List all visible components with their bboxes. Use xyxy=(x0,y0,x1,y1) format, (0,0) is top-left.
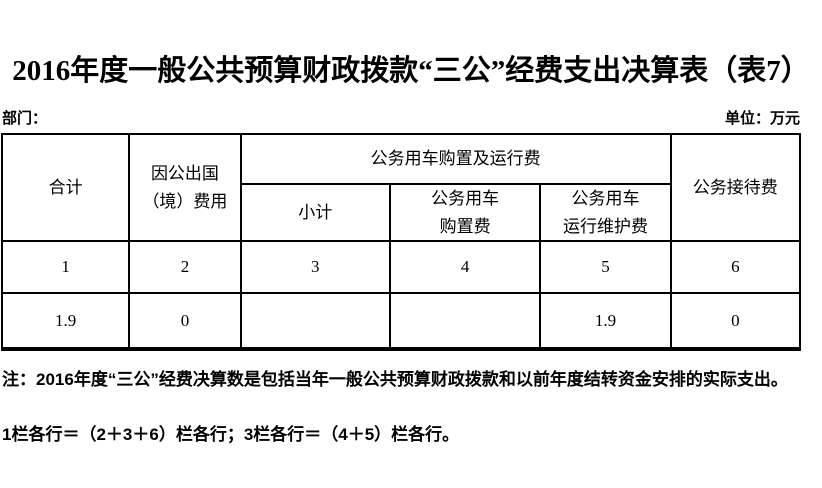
header-cell-vehicle-group: 公务用车购置及运行费 xyxy=(239,133,672,186)
header-cell-reception: 公务接待费 xyxy=(669,133,802,243)
column-number-cell: 1 xyxy=(0,240,131,295)
column-number-cell: 6 xyxy=(669,240,802,295)
page-title: 2016年度一般公共预算财政拨款“三公”经费支出决算表（表7） xyxy=(12,55,810,87)
notes-section: 注：2016年度“三公”经费决算数是包括当年一般公共预算财政拨款和以前年度结转资… xyxy=(2,364,822,447)
header-cell-vehicle-maintenance: 公务用车 运行维护费 xyxy=(539,183,672,243)
value-cell-purchase xyxy=(388,292,542,351)
meta-row: 部门： 单位：万元 xyxy=(2,107,800,128)
column-number-row: 1 2 3 4 5 6 xyxy=(0,240,802,295)
column-number-cell: 3 xyxy=(239,240,391,295)
header-row-top: 合计 因公出国 （境）费用 公务用车购置及运行费 公务接待费 xyxy=(0,133,802,243)
unit-label: 单位：万元 xyxy=(724,110,800,128)
column-number-cell: 5 xyxy=(539,240,672,295)
header-row-sub: 小计 公务用车 购置费 公务用车 运行维护费 xyxy=(2,183,800,243)
note-main: 注：2016年度“三公”经费决算数是包括当年一般公共预算财政拨款和以前年度结转资… xyxy=(2,370,788,390)
value-cell-subtotal xyxy=(239,292,391,351)
header-cell-abroad: 因公出国 （境）费用 xyxy=(128,133,242,243)
header-cell-total: 合计 xyxy=(0,133,131,243)
header-cell-subtotal: 小计 xyxy=(239,183,391,243)
department-label: 部门： xyxy=(2,110,48,128)
value-cell-total: 1.9 xyxy=(0,292,131,351)
value-row: 1.9 0 1.9 0 xyxy=(0,292,802,351)
value-cell-reception: 0 xyxy=(669,292,802,351)
note-formula: 1栏各行＝（2＋3＋6）栏各行；3栏各行＝（4＋5）栏各行。 xyxy=(2,425,460,445)
expense-table: 合计 因公出国 （境）费用 公务用车购置及运行费 公务接待费 小计 公务 xyxy=(0,133,802,352)
header-cell-vehicle-purchase: 公务用车 购置费 xyxy=(388,183,542,243)
value-cell-abroad: 0 xyxy=(128,292,242,351)
column-number-cell: 2 xyxy=(128,240,242,295)
value-cell-maintenance: 1.9 xyxy=(539,292,672,351)
column-number-cell: 4 xyxy=(388,240,542,295)
